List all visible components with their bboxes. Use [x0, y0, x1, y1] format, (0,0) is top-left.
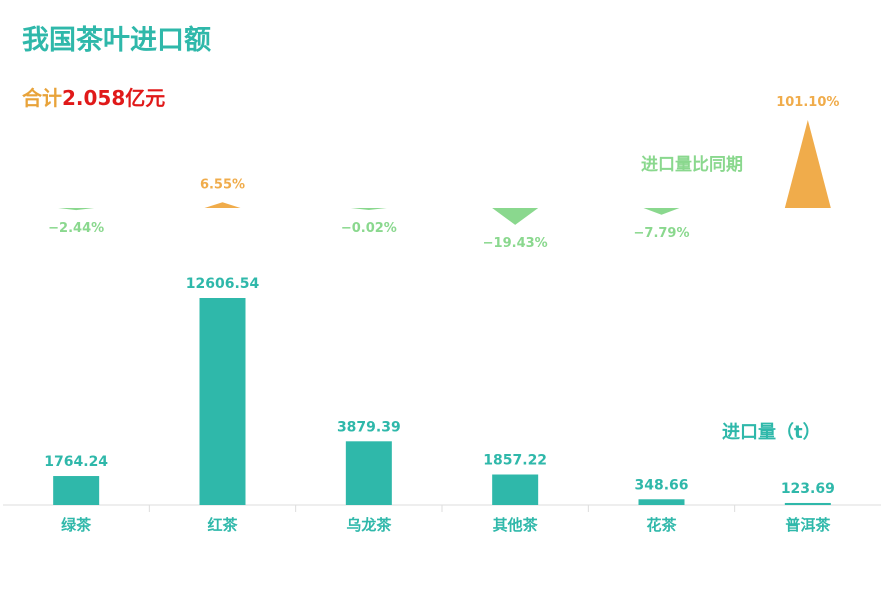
total-value: 2.058亿元 — [62, 86, 166, 110]
yoy-data-label: −7.79% — [634, 226, 690, 241]
category-tick-label: 绿茶 — [61, 516, 92, 534]
volume-bar — [345, 441, 392, 505]
chart-title: 我国茶叶进口额 — [22, 25, 211, 56]
yoy-series-label: 进口量比同期 — [641, 155, 743, 175]
yoy-data-label: −0.02% — [341, 221, 397, 236]
total-label: 合计 — [22, 86, 62, 110]
volume-bar — [53, 476, 100, 505]
yoy-triangle-mark — [492, 208, 539, 225]
yoy-triangle-mark — [784, 120, 831, 208]
yoy-triangle-mark — [58, 208, 95, 211]
volume-data-label: 123.69 — [781, 481, 835, 497]
category-tick-label: 红茶 — [207, 516, 238, 534]
yoy-triangle-mark — [350, 208, 387, 210]
volume-bar — [784, 502, 831, 505]
category-tick-label: 乌龙茶 — [346, 516, 392, 534]
volume-data-label: 1857.22 — [483, 453, 547, 469]
yoy-triangle-mark — [204, 202, 241, 208]
yoy-data-label: 6.55% — [200, 177, 245, 192]
volume-data-label: 12606.54 — [186, 276, 260, 292]
category-tick-label: 花茶 — [646, 516, 677, 534]
volume-bar — [638, 499, 685, 505]
category-tick-label: 普洱茶 — [785, 516, 831, 534]
volume-data-label: 1764.24 — [44, 454, 108, 470]
yoy-data-label: −19.43% — [483, 236, 548, 251]
total-summary: 合计2.058亿元 — [22, 82, 165, 111]
category-tick-label: 其他茶 — [493, 516, 539, 534]
volume-data-label: 3879.39 — [337, 419, 401, 435]
yoy-data-label: 101.10% — [776, 95, 839, 110]
volume-series-label: 进口量（t） — [722, 422, 821, 443]
volume-bar — [199, 298, 246, 505]
yoy-data-label: −2.44% — [48, 221, 104, 236]
yoy-triangle-mark — [643, 208, 680, 215]
volume-bar — [492, 474, 539, 505]
volume-data-label: 348.66 — [634, 477, 688, 493]
